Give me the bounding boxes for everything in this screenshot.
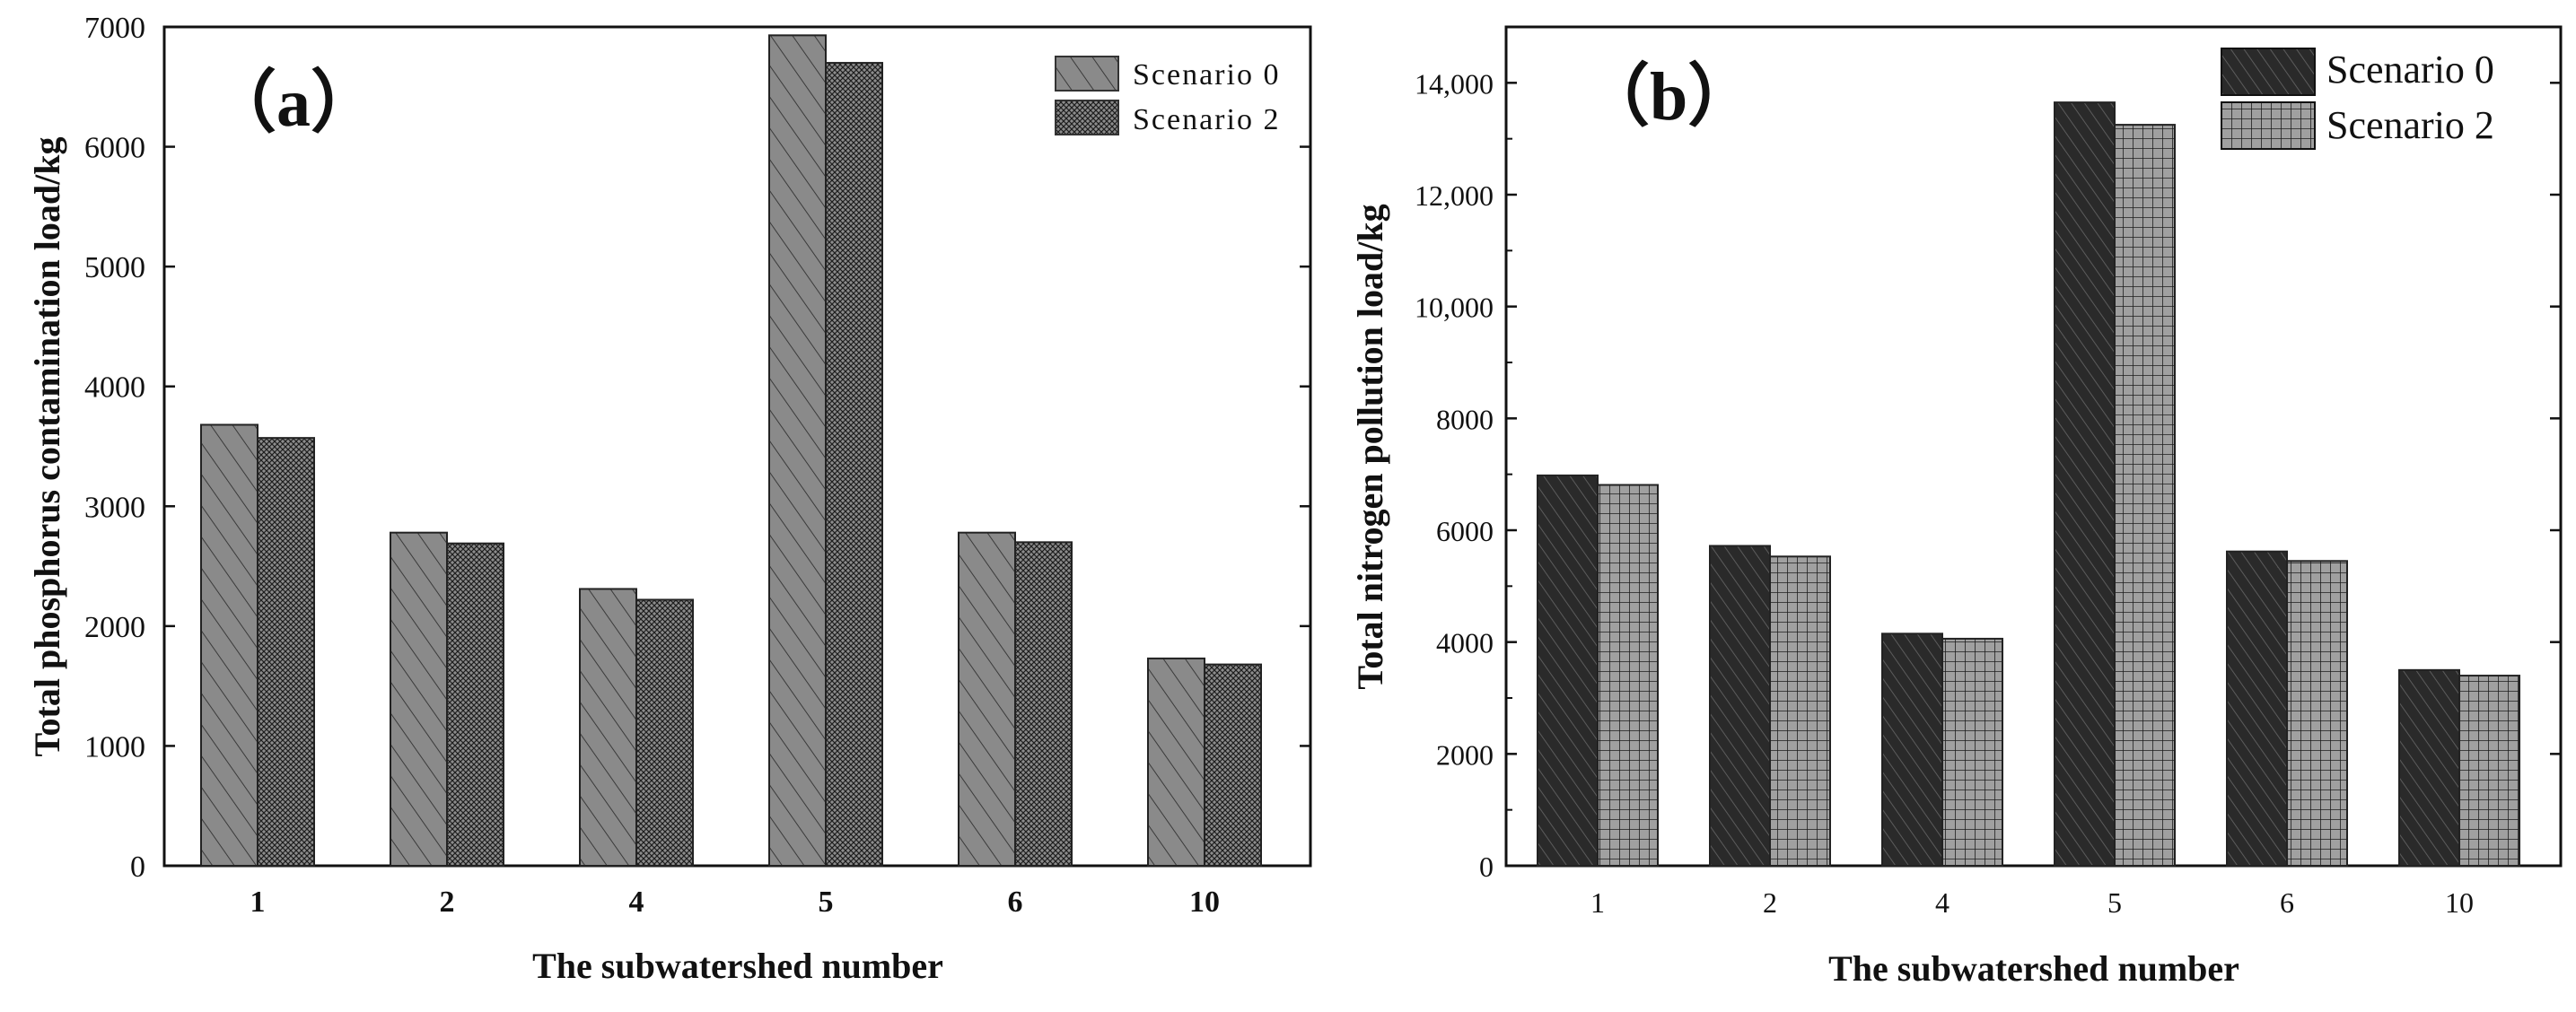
legend-swatch-scenario-0-a	[1055, 56, 1119, 92]
y-tick-label: 1000	[84, 730, 145, 763]
bar-scenario-2-sub-1	[1597, 484, 1659, 867]
y-tick-label: 0	[1479, 851, 1494, 883]
bar-scenario-2-sub-1	[257, 437, 315, 867]
x-tick-label: 1	[250, 886, 266, 919]
y-tick-label: 2000	[84, 611, 145, 644]
x-tick-label: 2	[440, 886, 455, 919]
bar-scenario-2-sub-6	[1014, 541, 1073, 867]
plot-frame-a	[162, 25, 1312, 868]
legend-swatch-scenario-0-b	[2221, 48, 2316, 96]
y-tick-label: 2000	[1436, 738, 1494, 771]
bar-scenario-0-sub-4	[579, 588, 637, 867]
y-axis-title-b: Total nitrogen pollution load/kg	[1350, 204, 1390, 689]
bars-b	[1537, 101, 2520, 868]
bar-scenario-0-sub-10	[1147, 657, 1205, 868]
x-tick-label: 6	[2280, 886, 2294, 919]
bar-scenario-0-sub-10	[2398, 668, 2460, 867]
bar-scenario-0-sub-2	[390, 531, 448, 868]
x-tick-label: 1	[1590, 886, 1605, 919]
bar-scenario-2-sub-5	[825, 62, 883, 868]
legend-b: Scenario 0 Scenario 2	[2221, 48, 2494, 150]
legend-label-scenario-0-b: Scenario 0	[2326, 48, 2494, 92]
x-tick-label: 4	[629, 886, 644, 919]
bar-scenario-0-sub-5	[2054, 101, 2116, 867]
x-tick-label: 2	[1763, 886, 1777, 919]
bar-scenario-2-sub-2	[446, 542, 504, 867]
chart-panel-a: （a） 0 1000 2000 3000 4000 5000 6000 7000 1 2 4 5 6 1…	[27, 12, 1312, 986]
bar-scenario-0-sub-4	[1881, 632, 1943, 867]
y-tick-label: 8000	[1436, 403, 1494, 435]
bar-scenario-0-sub-2	[1709, 545, 1771, 867]
y-tick-label: 7000	[84, 12, 145, 45]
x-tick-label: 10	[1189, 886, 1220, 919]
x-tick-label: 4	[1935, 886, 1950, 919]
y-tick-label: 12,000	[1415, 179, 1494, 212]
y-tick-label: 4000	[1436, 627, 1494, 659]
panel-label-a: （a）	[208, 65, 379, 141]
bar-scenario-0-sub-6	[958, 531, 1016, 868]
bar-scenario-2-sub-10	[2458, 675, 2520, 867]
y-tick-label: 3000	[84, 491, 145, 524]
legend-swatch-scenario-2-a	[1055, 100, 1119, 135]
legend-label-scenario-2-a: Scenario 2	[1133, 103, 1280, 136]
bar-scenario-2-sub-4	[1941, 637, 2003, 868]
x-axis-title-a: The subwatershed number	[532, 946, 943, 986]
y-tick-label: 6000	[1436, 515, 1494, 547]
plot-frame-b	[1504, 25, 2563, 868]
legend-swatch-scenario-2-b	[2221, 101, 2316, 150]
bar-scenario-2-sub-10	[1204, 663, 1262, 867]
legend-label-scenario-0-a: Scenario 0	[1133, 58, 1280, 92]
x-axis-title-b: The subwatershed number	[1828, 948, 2239, 989]
bar-scenario-2-sub-4	[635, 598, 694, 867]
legend-label-scenario-2-b: Scenario 2	[2326, 103, 2494, 147]
x-tick-label: 10	[2445, 886, 2474, 919]
x-tick-label: 5	[2107, 886, 2122, 919]
y-tick-label: 0	[130, 851, 145, 884]
legend-a: Scenario 0 Scenario 2	[1055, 56, 1280, 136]
x-tick-label: 5	[819, 886, 834, 919]
y-axis-b: 0 2000 4000 6000 8000 10,000 12,000 14,000	[1415, 67, 2561, 883]
y-tick-label: 10,000	[1415, 292, 1494, 324]
x-tick-label: 6	[1008, 886, 1023, 919]
bar-scenario-2-sub-2	[1769, 555, 1831, 868]
bar-scenario-0-sub-1	[200, 423, 258, 867]
bar-scenario-2-sub-5	[2114, 124, 2176, 868]
y-tick-label: 14,000	[1415, 67, 1494, 100]
bar-scenario-0-sub-5	[768, 34, 827, 868]
y-tick-label: 4000	[84, 371, 145, 405]
bars-a	[200, 34, 1262, 868]
y-tick-label: 6000	[84, 132, 145, 165]
y-axis-a: 0 1000 2000 3000 4000 5000 6000 7000	[84, 12, 1310, 884]
y-tick-label: 5000	[84, 251, 145, 284]
chart-panel-b: （b） 0200040006000800010,00012,00014,000 …	[1350, 25, 2563, 989]
panel-label-b: （b）	[1582, 59, 1756, 135]
bar-scenario-2-sub-6	[2286, 560, 2348, 867]
bar-scenario-0-sub-1	[1537, 474, 1599, 867]
y-axis-title-a: Total phosphorus contamination load/kg	[27, 137, 67, 757]
bar-scenario-0-sub-6	[2226, 550, 2288, 867]
